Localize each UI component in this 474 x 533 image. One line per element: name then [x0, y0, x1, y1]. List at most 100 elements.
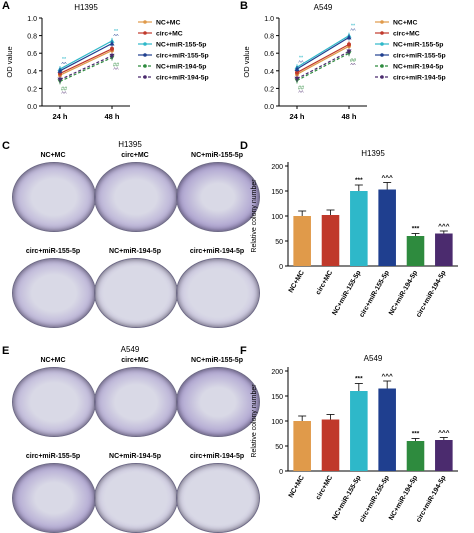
- y-tick-label: 0.8: [27, 34, 37, 41]
- data-point: [57, 77, 63, 83]
- x-tick-label: NC+MC: [288, 269, 306, 294]
- legend-marker: [143, 31, 147, 35]
- bar: [321, 215, 340, 266]
- sig-annotation: ^^: [61, 62, 67, 68]
- colony-dish: [12, 367, 96, 437]
- data-point: [294, 66, 300, 72]
- series-line: [296, 50, 350, 80]
- colony-dish: [94, 367, 178, 437]
- legend-marker: [380, 53, 384, 57]
- data-point: [110, 46, 114, 51]
- y-tick-label: 200: [271, 369, 283, 376]
- y-axis-label: OD value: [5, 46, 14, 77]
- y-axis-label: OD value: [242, 46, 251, 77]
- data-point: [294, 76, 300, 82]
- series-line: [296, 52, 350, 82]
- legend-marker: [143, 64, 147, 68]
- data-point: [295, 70, 299, 75]
- dish-label: circ+miR-155-5p: [25, 248, 81, 255]
- colony-dish: [176, 367, 260, 437]
- sig-annotation: ##: [298, 85, 305, 91]
- x-tick-label: NC+miR-155-5p: [331, 475, 362, 522]
- bar: [406, 441, 425, 471]
- x-tick-label: 24 h: [289, 112, 304, 121]
- series-line: [59, 50, 113, 76]
- significance-label: ***: [355, 376, 363, 383]
- chart-title: A549: [364, 354, 383, 363]
- dish-label: NC+miR-155-5p: [191, 357, 243, 364]
- significance-label: ^^^: [438, 222, 450, 230]
- legend-marker: [143, 42, 147, 46]
- bar: [406, 236, 425, 266]
- line-chart-a549: A549 0.0 0.2 0.4 0.6 0.8 1.0 OD value 24 h 48 h **…: [242, 3, 446, 121]
- legend-label: circ+MC: [156, 31, 183, 38]
- y-tick-label: 0.0: [27, 104, 37, 111]
- dish-label: NC+miR-194-5p: [109, 248, 161, 255]
- colony-dish: [12, 463, 96, 533]
- panel-letter-e: E: [2, 345, 10, 357]
- series-line: [296, 43, 350, 74]
- dish-label: circ+miR-194-5p: [189, 248, 245, 255]
- data-point: [57, 68, 63, 73]
- dish-label: NC+MC: [40, 357, 66, 364]
- x-tick-label: NC+miR-155-5p: [331, 270, 362, 317]
- chart-title: H1395: [361, 149, 385, 158]
- sig-annotation: ^^: [298, 90, 304, 96]
- legend-label: NC+miR-194-5p: [393, 64, 443, 71]
- dish-label: circ+MC: [121, 152, 149, 159]
- y-tick-label: 100: [271, 214, 283, 221]
- legend-marker: [380, 42, 384, 46]
- colony-dish: [176, 258, 260, 328]
- bar: [378, 189, 396, 266]
- dish-label: circ+MC: [121, 357, 149, 364]
- dish-label: NC+miR-194-5p: [109, 453, 161, 460]
- legend-marker: [380, 20, 384, 24]
- legend-marker: [143, 20, 147, 24]
- series-line: [59, 55, 113, 81]
- legend-marker: [143, 53, 147, 57]
- legend-marker: [380, 31, 384, 35]
- x-tick-label: 48 h: [104, 112, 119, 121]
- significance-label: ^^^: [381, 372, 393, 380]
- y-tick-label: 0.4: [27, 69, 37, 76]
- x-tick-label: circ+miR-194-5p: [415, 475, 447, 524]
- chart-title: H1395: [74, 3, 98, 12]
- x-tick-label: NC+MC: [288, 474, 306, 499]
- y-tick-label: 200: [271, 164, 283, 171]
- data-point: [346, 34, 352, 40]
- x-tick-label: NC+miR-194-5p: [388, 475, 419, 522]
- sig-annotation: ^^: [113, 68, 119, 74]
- sig-annotation: ##: [113, 63, 120, 69]
- legend-marker: [380, 64, 384, 68]
- series-line: [59, 42, 113, 72]
- y-tick-label: 0.2: [27, 86, 37, 93]
- data-point: [109, 41, 115, 46]
- significance-label: ***: [355, 177, 363, 184]
- legend-label: NC+miR-194-5p: [156, 64, 206, 71]
- sig-annotation: ##: [350, 58, 357, 64]
- colony-dish: [176, 162, 260, 232]
- significance-label: ***: [412, 226, 420, 233]
- significance-label: ***: [412, 431, 420, 438]
- legend-label: NC+miR-155-5p: [156, 42, 206, 49]
- sig-annotation: **: [351, 24, 356, 30]
- bar: [350, 191, 368, 266]
- bar: [435, 233, 453, 266]
- panel-e-title: A549: [120, 345, 140, 354]
- colony-dish: [94, 258, 178, 328]
- dish-label: circ+miR-155-5p: [25, 453, 81, 460]
- sig-annotation: **: [114, 29, 119, 35]
- y-tick-label: 100: [271, 419, 283, 426]
- legend-label: NC+miR-155-5p: [393, 42, 443, 49]
- panel-letter-a: A: [2, 0, 10, 12]
- data-point: [347, 42, 351, 47]
- sig-annotation: ^^: [298, 60, 304, 66]
- panel-letter-d: D: [240, 140, 248, 152]
- y-tick-label: 1.0: [27, 16, 37, 23]
- y-tick-label: 0: [279, 469, 283, 476]
- x-tick-label: circ+MC: [315, 269, 334, 296]
- legend-label: circ+miR-194-5p: [156, 75, 209, 82]
- colony-dish: [94, 162, 178, 232]
- data-point: [346, 49, 352, 54]
- y-tick-label: 50: [275, 444, 283, 451]
